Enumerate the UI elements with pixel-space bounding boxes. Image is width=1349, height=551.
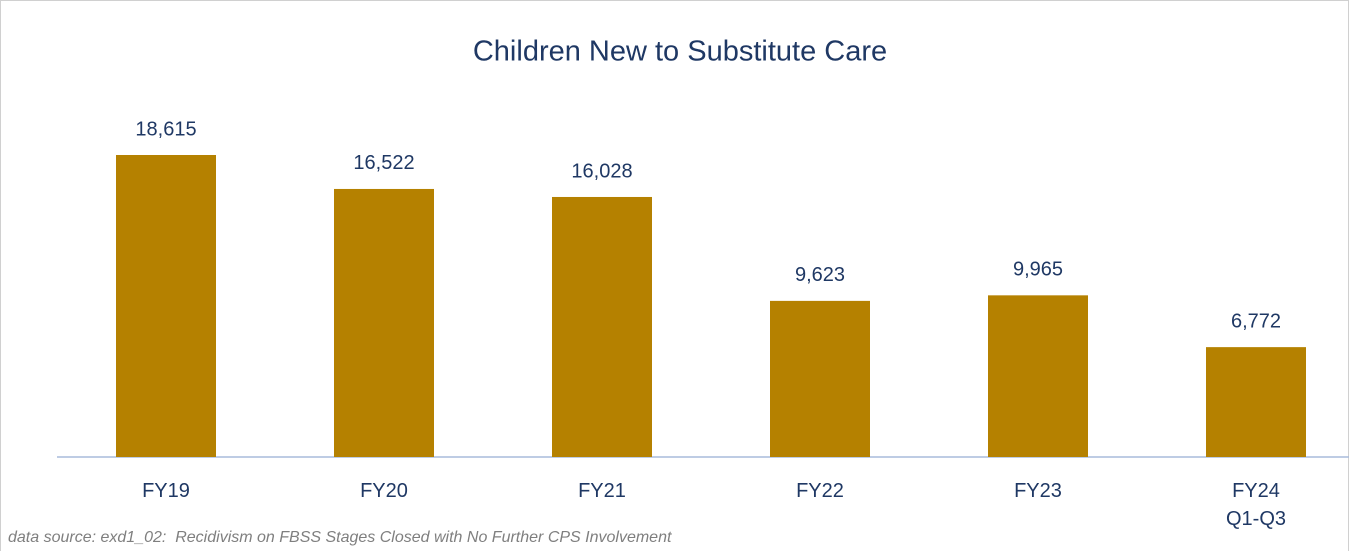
x-tick-label: FY22 [796, 480, 844, 502]
x-tick-label: FY21 [578, 480, 626, 502]
data-label: 16,522 [353, 152, 414, 174]
data-label: 9,623 [795, 264, 845, 286]
x-tick-label: FY19 [142, 480, 190, 502]
data-label: 9,965 [1013, 259, 1063, 281]
data-label: 18,615 [135, 118, 196, 140]
x-tick-label: FY20 [360, 480, 408, 502]
x-tick-label: FY23 [1014, 480, 1062, 502]
bar [988, 295, 1088, 457]
data-label: 16,028 [571, 160, 632, 182]
data-label: 6,772 [1231, 310, 1281, 332]
data-source-note: data source: exd1_02: Recidivism on FBSS… [8, 529, 672, 546]
chart-title: Children New to Substitute Care [473, 36, 887, 68]
bar [1206, 347, 1306, 457]
x-tick-label: FY24 Q1-Q3 [1225, 480, 1287, 530]
bar [334, 188, 434, 457]
bar [770, 300, 870, 457]
bar [552, 196, 652, 457]
bar [116, 155, 216, 457]
